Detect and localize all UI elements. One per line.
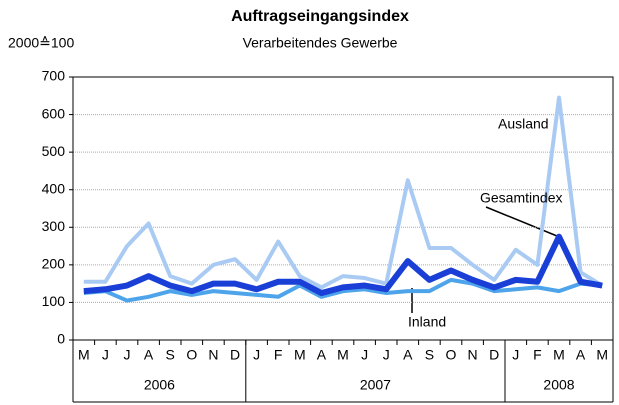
y-tick-label: 100 [42,293,66,309]
chart-title: Auftragseingangsindex [231,8,409,25]
series-label: Inland [408,314,446,330]
x-tick-label: D [230,347,240,363]
y-tick-label: 400 [42,180,66,196]
series-label: Ausland [498,116,549,132]
x-tick-label: O [446,347,457,363]
x-tick-label: N [208,347,218,363]
x-tick-label: M [337,347,349,363]
y-unit: 2000≙100 [8,35,74,51]
chart-subtitle: Verarbeitendes Gewerbe [243,35,398,51]
x-tick-label: J [512,347,519,363]
x-tick-label: S [425,347,434,363]
group-label: 2006 [144,377,175,393]
y-tick-label: 300 [42,218,66,234]
y-tick-label: 0 [57,331,65,347]
x-tick-label: F [533,347,542,363]
group-label: 2008 [543,377,574,393]
x-tick-label: A [144,347,154,363]
x-tick-label: J [124,347,131,363]
plot-frame [72,76,614,341]
series-line [83,277,603,303]
x-tick-label: J [102,347,109,363]
x-tick-label: D [489,347,499,363]
x-tick-label: S [166,347,175,363]
y-tick-label: 200 [42,256,66,272]
x-tick-label: A [317,347,327,363]
series-line [83,233,603,297]
x-tick-label: O [186,347,197,363]
x-tick-label: F [274,347,283,363]
x-tick-label: M [294,347,306,363]
series-line [83,95,604,290]
series-label: Gesamtindex [480,190,562,206]
x-tick-label: A [403,347,413,363]
x-tick-label: M [78,347,90,363]
x-tick-label: J [253,347,260,363]
x-tick-label: N [468,347,478,363]
group-label: 2007 [360,377,391,393]
annotation-leader [485,206,558,237]
x-tick-label: M [596,347,608,363]
x-tick-label: J [361,347,368,363]
x-tick-label: M [553,347,565,363]
y-tick-label: 600 [42,105,66,121]
x-tick-label: J [383,347,390,363]
y-tick-label: 700 [42,68,66,84]
y-tick-label: 500 [42,143,66,159]
x-tick-label: A [576,347,586,363]
